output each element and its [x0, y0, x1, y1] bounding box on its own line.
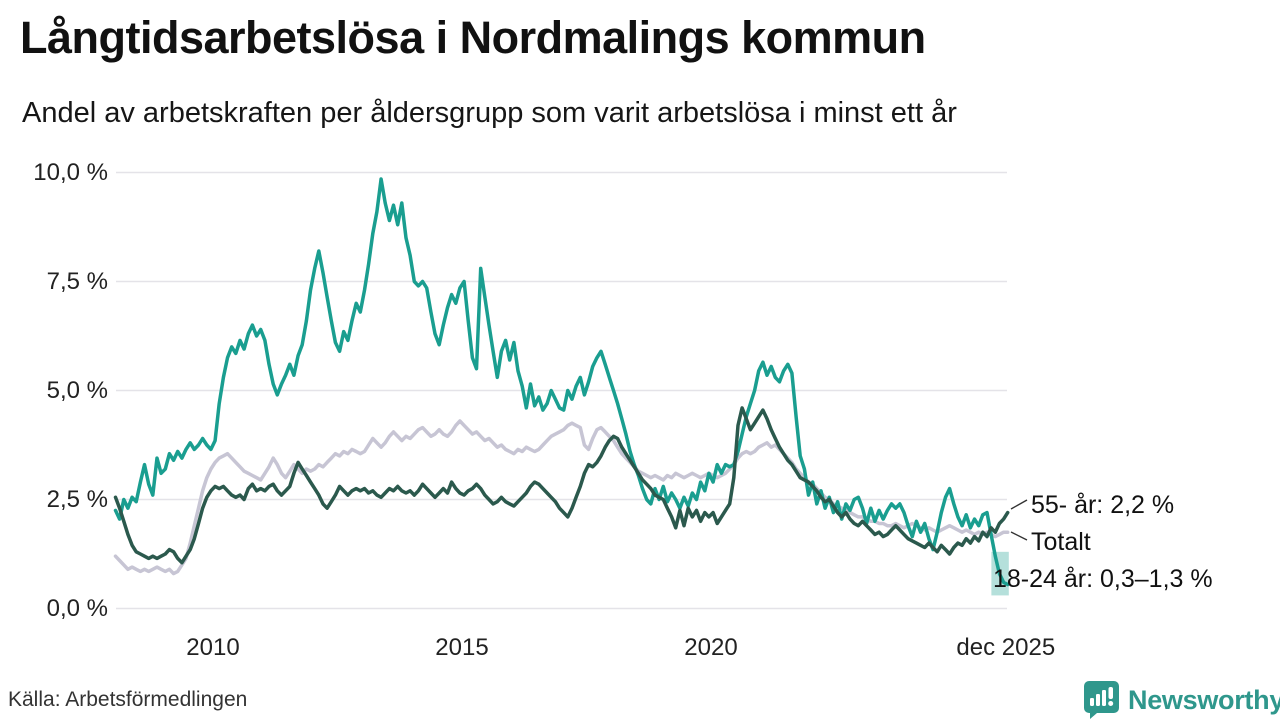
series-line-55-r [113, 406, 1010, 565]
annotation-18-24-label: 18-24 år: 0,3–1,3 % [993, 565, 1213, 593]
x-tick-label: dec 2025 [956, 634, 1056, 661]
page-title: Långtidsarbetslösa i Nordmalings kommun [20, 12, 926, 63]
y-tick-label: 0,0 % [46, 594, 108, 622]
y-tick-label: 2,5 % [46, 485, 108, 513]
y-tick-label: 7,5 % [46, 267, 108, 295]
x-tick-label: 2010 [186, 634, 240, 661]
annotation-totalt-connector [1010, 531, 1028, 541]
x-tick-label: 2020 [684, 634, 738, 661]
y-tick-label: 5,0 % [46, 376, 108, 404]
y-tick-label: 10,0 % [33, 158, 108, 186]
brand-name: Newsworthy [1128, 684, 1280, 715]
source-note: Källa: Arbetsförmedlingen [8, 688, 248, 711]
brand-logo: Newsworthy [1083, 680, 1280, 720]
annotation-55-label: 55- år: 2,2 % [1031, 491, 1175, 519]
page-subtitle: Andel av arbetskraften per åldersgrupp s… [22, 97, 957, 129]
series-line-18-24-r [113, 177, 1010, 587]
annotation-totalt-label: Totalt [1031, 528, 1091, 556]
annotation-55-connector [1010, 499, 1028, 510]
series-line-totalt [113, 419, 1010, 576]
x-tick-label: 2015 [435, 634, 489, 661]
bar-chart-speech-bubble-icon [1084, 681, 1119, 719]
